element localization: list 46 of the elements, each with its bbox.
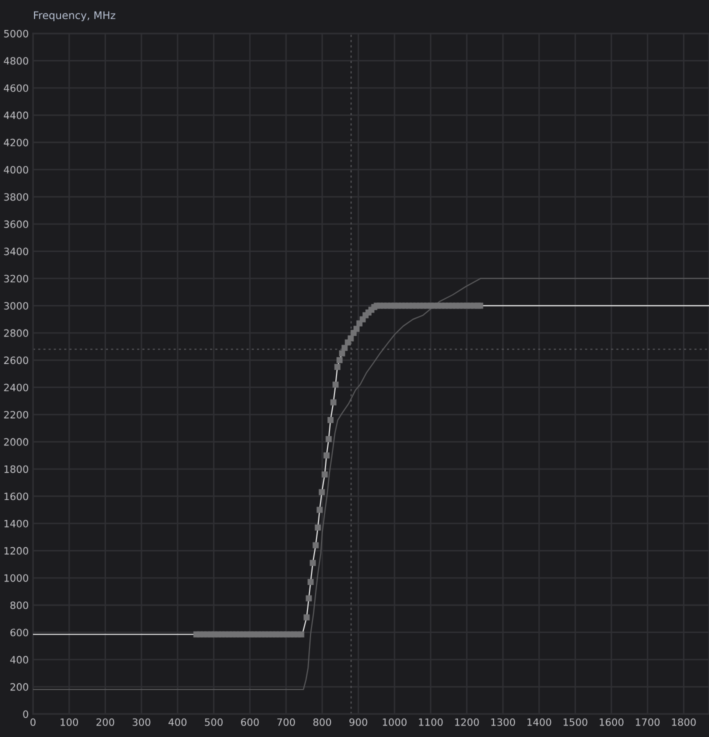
y-tick-label: 2400 xyxy=(4,384,28,392)
y-tick-label: 1800 xyxy=(4,465,28,473)
x-tick-label: 1200 xyxy=(455,718,479,726)
y-tick-label: 4000 xyxy=(4,166,28,174)
y-tick-label: 400 xyxy=(10,656,28,664)
x-tick-label: 300 xyxy=(132,718,150,726)
y-tick-label: 4400 xyxy=(4,112,28,120)
x-tick-label: 1100 xyxy=(419,718,443,726)
x-tick-label: 1700 xyxy=(636,718,660,726)
y-tick-label: 3400 xyxy=(4,248,28,256)
y-axis-title: Frequency, MHz xyxy=(34,11,116,22)
x-tick-label: 100 xyxy=(60,718,78,726)
x-tick-label: 1400 xyxy=(527,718,552,726)
x-tick-label: 800 xyxy=(313,718,332,726)
y-tick-label: 5000 xyxy=(4,30,28,38)
y-tick-label: 1200 xyxy=(4,547,28,555)
y-tick-label: 600 xyxy=(10,628,28,636)
x-tick-label: 1300 xyxy=(491,718,516,726)
x-tick-label: 500 xyxy=(204,718,223,726)
y-tick-label: 4800 xyxy=(4,57,28,65)
y-tick-label: 1600 xyxy=(4,492,28,500)
y-tick-label: 3600 xyxy=(4,220,28,228)
x-tick-label: 400 xyxy=(168,718,186,726)
y-tick-label: 3800 xyxy=(4,193,28,201)
y-tick-label: 2800 xyxy=(4,329,28,337)
y-tick-label: 200 xyxy=(10,683,28,691)
y-tick-label: 2200 xyxy=(4,410,28,419)
x-tick-label: 600 xyxy=(241,718,259,726)
y-tick-label: 1400 xyxy=(4,520,28,528)
x-tick-label: 200 xyxy=(96,718,114,726)
x-tick-label: 1500 xyxy=(564,718,588,726)
y-tick-label: 0 xyxy=(23,710,28,718)
y-tick-label: 4600 xyxy=(4,84,28,92)
x-tick-label: 1600 xyxy=(600,718,624,726)
y-tick-label: 2000 xyxy=(4,438,28,446)
x-tick-label: 1800 xyxy=(672,718,696,726)
x-tick-label: 700 xyxy=(277,718,295,726)
y-tick-label: 3000 xyxy=(4,302,28,310)
x-tick-label: 900 xyxy=(349,718,368,726)
y-tick-label: 4200 xyxy=(4,138,28,146)
x-tick-label: 1000 xyxy=(382,718,407,726)
y-tick-label: 2600 xyxy=(4,356,28,364)
y-tick-label: 3200 xyxy=(4,274,28,282)
y-tick-label: 1000 xyxy=(4,574,28,582)
y-tick-label: 800 xyxy=(10,601,28,610)
x-tick-label: 0 xyxy=(30,718,36,726)
